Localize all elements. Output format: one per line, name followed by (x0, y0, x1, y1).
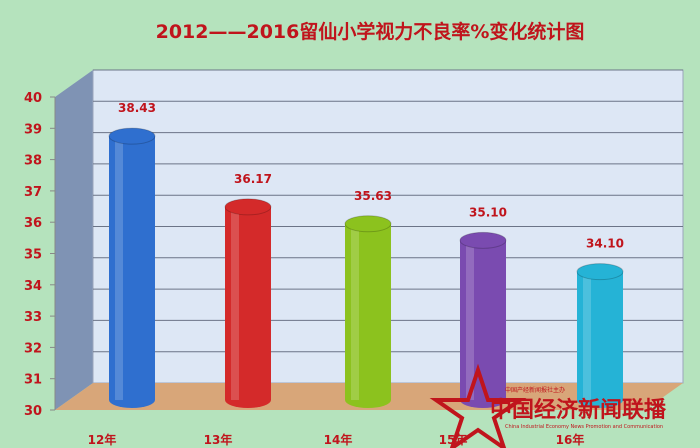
bar-body (577, 271, 623, 400)
x-tick-label: 13年 (204, 432, 233, 447)
watermark-text: 中国经济新闻联播 (490, 397, 667, 423)
bar-highlight (466, 240, 474, 400)
y-tick-label: 39 (24, 122, 42, 137)
watermark: 中国产经新闻报社主办 中国经济新闻联播 China Industrial Eco… (429, 363, 667, 448)
data-label: 35.63 (354, 189, 392, 203)
bar-12年: 38.43 12年 (88, 101, 156, 447)
data-label: 38.43 (118, 101, 156, 115)
y-tick-label: 36 (24, 216, 42, 231)
bar-body (225, 206, 271, 400)
x-tick-label: 16年 (556, 432, 585, 447)
bar-top (224, 198, 272, 216)
bar-highlight (583, 271, 591, 400)
y-tick-label: 35 (24, 248, 42, 263)
watermark-star-logo (429, 363, 527, 448)
y-tick-label: 30 (24, 404, 42, 419)
data-label: 36.17 (234, 172, 272, 186)
bar-top (108, 127, 156, 145)
y-tick-label: 33 (24, 310, 42, 325)
data-label: 34.10 (586, 237, 624, 251)
bar-highlight (231, 206, 239, 400)
y-tick-label: 34 (24, 279, 42, 294)
bar-top (576, 263, 624, 281)
bar-13年: 36.17 13年 (204, 172, 272, 447)
y-tick-label: 40 (24, 91, 42, 106)
bar-16年: 34.10 16年 (556, 237, 624, 447)
watermark-small-bottom: China Industrial Economy News Promotion … (505, 424, 663, 430)
y-tick-label: 37 (24, 185, 42, 200)
data-label: 35.10 (469, 205, 507, 219)
bar-body (345, 223, 391, 400)
side-wall (55, 70, 93, 410)
bar-top (344, 215, 392, 233)
bar-14年: 35.63 14年 (324, 189, 392, 447)
y-tick-label: 31 (24, 373, 42, 388)
y-tick-label: 32 (24, 341, 42, 356)
bar-highlight (115, 136, 123, 401)
x-tick-label: 14年 (324, 432, 353, 447)
y-tick-label: 38 (24, 154, 42, 169)
x-tick-label: 12年 (88, 432, 117, 447)
bar-body (460, 240, 506, 400)
chart-title: 2012——2016留仙小学视力不良率%变化统计图 (156, 20, 585, 43)
bar-top (459, 231, 507, 249)
watermark-small-top: 中国产经新闻报社主办 (505, 386, 565, 394)
bar-body (109, 136, 155, 401)
bar-highlight (351, 223, 359, 400)
